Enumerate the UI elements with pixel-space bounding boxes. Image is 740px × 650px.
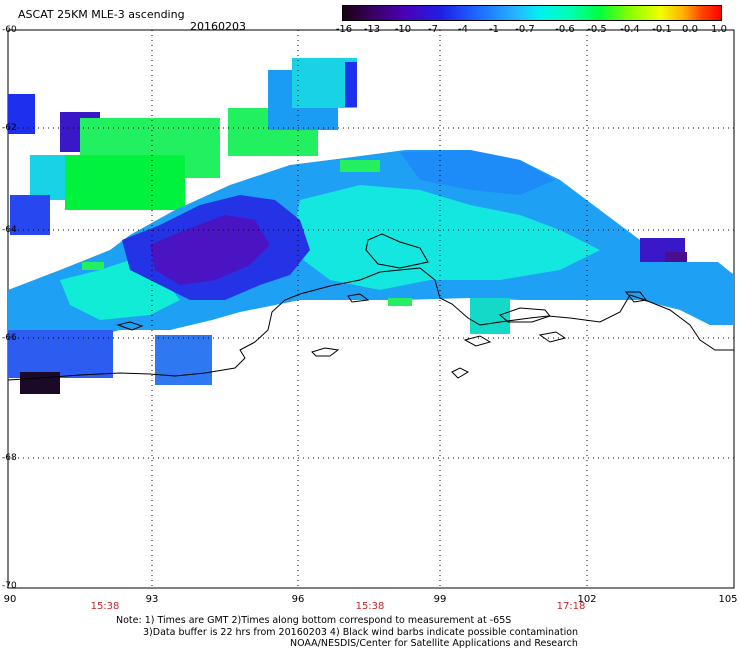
colorbar-label: -0.1	[652, 24, 672, 35]
lat-label: -60	[2, 25, 17, 35]
colorbar-label: -1	[489, 24, 499, 35]
coastline	[7, 233, 734, 381]
data-block	[150, 215, 270, 285]
data-block	[82, 262, 104, 270]
colorbar-label: -4	[458, 24, 468, 35]
lon-label: 96	[291, 594, 305, 605]
lon-label: 102	[577, 594, 597, 605]
lat-label: -70	[2, 581, 17, 591]
data-block	[30, 155, 70, 200]
data-block	[290, 185, 600, 290]
colorbar-label: 1.0	[711, 24, 727, 35]
time-label: 15:38	[90, 601, 120, 612]
lat-label: -62	[2, 123, 17, 133]
data-block	[340, 160, 380, 172]
lat-label: -68	[2, 453, 17, 463]
colorbar-label: -10	[394, 24, 412, 35]
note-line-1: Note: 1) Times are GMT 2)Times along bot…	[116, 615, 512, 626]
map-date: 20160203	[190, 20, 246, 33]
lon-label: 99	[433, 594, 447, 605]
time-label: 15:38	[355, 601, 385, 612]
data-block	[20, 372, 60, 394]
data-block	[155, 335, 212, 385]
data-block	[8, 94, 35, 134]
grid-lines	[8, 30, 734, 588]
colorbar-label: -16	[335, 24, 353, 35]
data-block	[400, 150, 555, 195]
data-block	[10, 195, 50, 235]
colorbar	[342, 5, 722, 21]
colorbar-label: -0.5	[587, 24, 607, 35]
lon-label: 93	[145, 594, 159, 605]
data-block	[470, 298, 510, 334]
colorbar-label: -7	[428, 24, 438, 35]
lat-label: -66	[2, 333, 17, 343]
colorbar-label: -13	[363, 24, 381, 35]
data-swath-group	[8, 58, 734, 394]
lon-label: 90	[3, 594, 17, 605]
note-line-2: 3)Data buffer is 22 hrs from 20160203 4)…	[143, 627, 579, 638]
lon-label: 105	[718, 594, 738, 605]
colorbar-label: -0.7	[515, 24, 535, 35]
colorbar-label: -0.4	[620, 24, 640, 35]
data-block	[388, 298, 412, 306]
time-label: 17:18	[556, 601, 586, 612]
data-block	[65, 155, 185, 210]
lat-label: -64	[2, 225, 17, 235]
data-block	[665, 252, 687, 262]
colorbar-label: -0.6	[555, 24, 575, 35]
data-block	[345, 62, 357, 107]
data-block	[8, 330, 113, 378]
colorbar-label: 0.0	[682, 24, 698, 35]
map-title: ASCAT 25KM MLE-3 ascending	[18, 8, 185, 21]
note-line-3: NOAA/NESDIS/Center for Satellite Applica…	[290, 638, 578, 649]
